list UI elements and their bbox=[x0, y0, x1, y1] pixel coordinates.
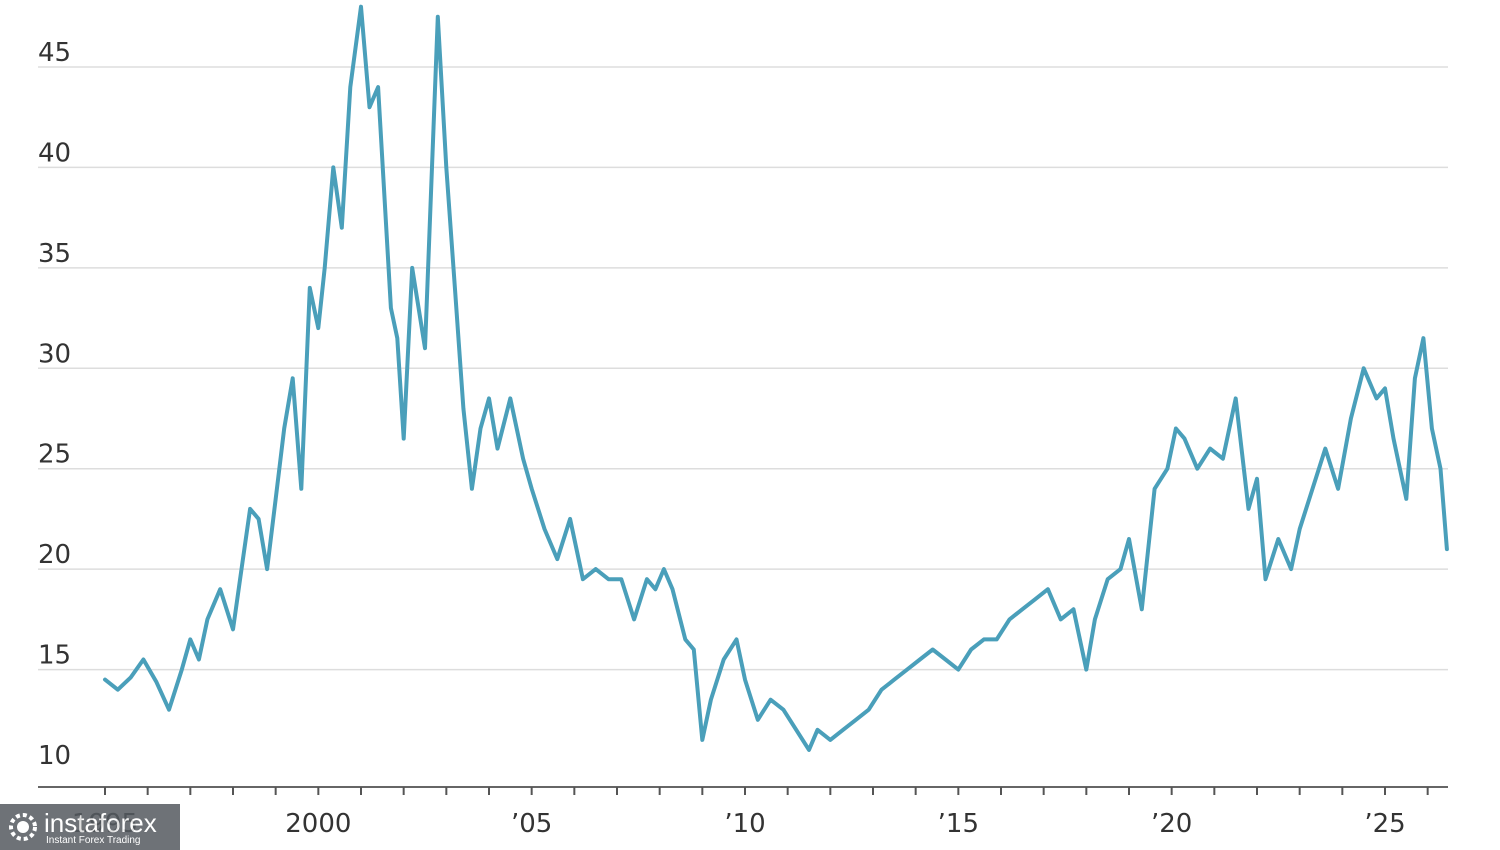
y-tick-label-15: 15 bbox=[38, 641, 71, 671]
y-tick-label-10: 10 bbox=[38, 741, 71, 771]
watermark-tagline: Instant Forex Trading bbox=[46, 835, 141, 846]
x-tick-label-2015: ’15 bbox=[938, 809, 979, 839]
x-tick-label-2010: ’10 bbox=[724, 809, 765, 839]
gear-icon bbox=[9, 813, 37, 841]
watermark-brand: instaforex bbox=[44, 808, 157, 838]
y-tick-label-25: 25 bbox=[38, 440, 71, 470]
y-tick-label-30: 30 bbox=[38, 339, 71, 369]
x-tick-label-2020: ’20 bbox=[1151, 809, 1192, 839]
x-axis bbox=[38, 786, 1448, 795]
series-layer bbox=[103, 4, 1449, 752]
gridlines bbox=[38, 66, 1448, 671]
watermark-logo: instaforex Instant Forex Trading bbox=[0, 804, 180, 850]
x-tick-labels: 19952000’05’10’15’20’25 bbox=[72, 809, 1406, 839]
y-tick-label-35: 35 bbox=[38, 239, 71, 269]
y-tick-label-45: 45 bbox=[38, 38, 71, 68]
x-tick-label-2005: ’05 bbox=[511, 809, 552, 839]
x-tick-label-2000: 2000 bbox=[285, 809, 351, 839]
y-tick-label-20: 20 bbox=[38, 540, 71, 570]
y-tick-labels: 10 15 20 25 30 35 40 45 bbox=[38, 38, 71, 771]
series-line-0 bbox=[103, 4, 1449, 752]
x-tick-label-2025: ’25 bbox=[1364, 809, 1405, 839]
y-tick-label-40: 40 bbox=[38, 138, 71, 168]
